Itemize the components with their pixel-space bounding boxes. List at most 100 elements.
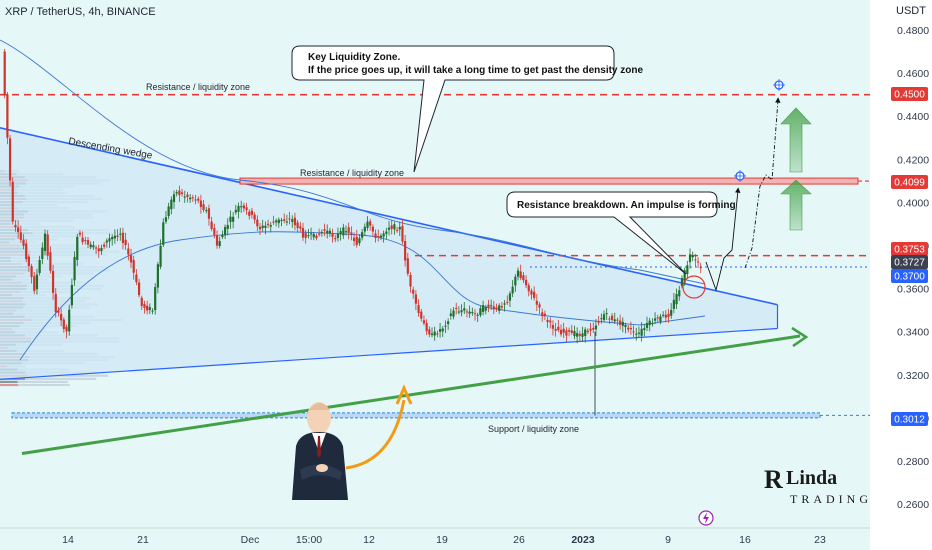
candle-body [137, 282, 141, 296]
moving-average-slow [0, 39, 706, 285]
candle-body [511, 286, 514, 294]
candle-body [146, 305, 149, 311]
candle-body [140, 297, 143, 306]
candle-body [530, 290, 533, 295]
candle-body [551, 325, 555, 329]
candle-body [344, 231, 348, 233]
candle-body [605, 313, 608, 315]
curved-arrow-icon [345, 384, 413, 470]
candle-body [250, 210, 254, 215]
candle-body [189, 197, 192, 200]
candle-body [234, 209, 237, 213]
time-tick-label: 21 [137, 534, 149, 546]
trendline-arrowhead [791, 326, 809, 348]
candlesticks [3, 48, 702, 344]
candle-body [576, 333, 579, 337]
price-tick-label: 0.4000 [897, 197, 929, 209]
candle-body [600, 318, 603, 320]
candle-body [382, 233, 385, 237]
candle-body [347, 227, 350, 234]
candle-body [315, 235, 318, 239]
candle-body [355, 236, 358, 246]
candle-body [592, 328, 595, 330]
candle-body [202, 204, 205, 210]
candle-body [584, 329, 587, 336]
candle-body [78, 232, 82, 235]
candle-body [132, 260, 135, 273]
candle-body [38, 260, 41, 273]
candle-body [170, 199, 173, 210]
candle-body [159, 245, 162, 267]
price-tick-label: 0.3600 [897, 284, 929, 296]
candle-body [395, 230, 399, 232]
candle-body [323, 229, 326, 231]
candle-body [127, 248, 130, 255]
candle-body [245, 207, 248, 211]
candle-body [581, 333, 584, 337]
candle-body [3, 51, 6, 96]
candle-body [253, 214, 256, 220]
candle-body [610, 315, 614, 320]
price-badge-label: 0.3727 [894, 258, 925, 269]
candle-body [420, 311, 423, 319]
logo-initial: R [764, 465, 783, 494]
candle-body [433, 331, 436, 336]
candle-body [119, 233, 122, 235]
lightning-bolt-icon[interactable] [698, 510, 714, 526]
volume-bar [28, 374, 109, 377]
candle-body [670, 309, 673, 316]
price-tick-label: 0.3400 [897, 327, 929, 339]
time-tick-label: 19 [436, 534, 448, 546]
price-badge-label: 0.3753 [894, 245, 925, 256]
candle-body [81, 237, 84, 243]
candle-body [449, 313, 452, 316]
candle-body [299, 226, 302, 229]
candle-body [452, 310, 455, 317]
candle-body [49, 252, 52, 271]
time-tick-label: 9 [665, 534, 671, 546]
candle-body [541, 312, 544, 316]
businessman-illustration [292, 402, 348, 500]
candle-body [487, 304, 490, 308]
candle-body [675, 294, 678, 305]
candle-body [242, 205, 245, 209]
candle-body [422, 320, 426, 324]
candle-body [667, 313, 670, 318]
candle-body [371, 226, 374, 232]
ascending-trendline [21, 326, 809, 455]
candle-body [686, 265, 689, 275]
wedge-lower-line [0, 327, 778, 380]
candle-body [183, 196, 186, 198]
candle-body [463, 308, 466, 311]
candle-body [533, 291, 536, 298]
candle-body [162, 222, 165, 245]
candle-body [543, 313, 546, 317]
candle-body [19, 232, 22, 240]
candle-body [352, 237, 356, 242]
candle-body [100, 247, 103, 252]
projection-path-2 [744, 97, 781, 269]
candle-body [678, 290, 681, 297]
candle-body [401, 225, 404, 242]
candle-body [597, 321, 600, 323]
candle-body [264, 225, 267, 228]
candle-body [89, 244, 92, 248]
resistance-band-0.4099 [239, 177, 859, 185]
candle-body [269, 225, 272, 227]
candle-body [210, 221, 213, 229]
candle-body [178, 190, 181, 196]
candle-body [369, 221, 372, 226]
candle-body [232, 216, 235, 222]
time-tick-label: 26 [513, 534, 525, 546]
price-projection [705, 79, 785, 292]
candle-body [473, 313, 477, 315]
candle-body [33, 276, 36, 291]
candle-body [656, 317, 659, 319]
candle-body [557, 326, 560, 331]
candle-body [500, 306, 503, 308]
candle-body [559, 329, 563, 335]
candle-body [379, 235, 383, 238]
candle-body [578, 334, 581, 336]
candle-body [516, 270, 520, 277]
